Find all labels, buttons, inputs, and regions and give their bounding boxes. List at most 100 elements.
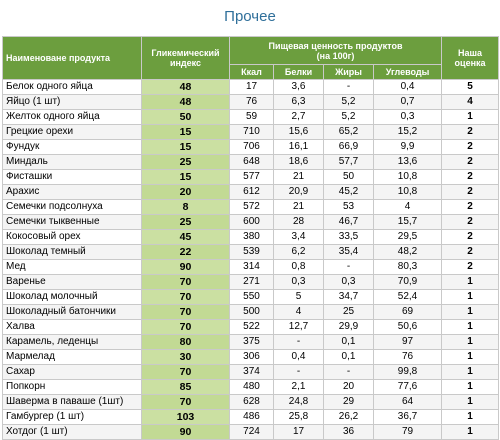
protein-cell: 3,6 xyxy=(273,79,324,95)
carbs-cell: 15,2 xyxy=(372,124,443,140)
protein-cell: 0,3 xyxy=(273,274,324,290)
carbs-cell: 29,5 xyxy=(372,229,443,245)
table-row: Арахис 20 612 20,9 45,2 10,8 2 xyxy=(2,184,500,200)
kcal-cell: 306 xyxy=(229,349,274,365)
glycemic-index-cell: 20 xyxy=(141,184,230,200)
score-cell: 2 xyxy=(441,259,500,275)
score-cell: 1 xyxy=(441,304,500,320)
glycemic-index-cell: 8 xyxy=(141,199,230,215)
carbs-cell: 9,9 xyxy=(372,139,443,155)
protein-cell: 15,6 xyxy=(273,124,324,140)
table-row: Шоколад молочный 70 550 5 34,7 52,4 1 xyxy=(2,289,500,305)
kcal-cell: 522 xyxy=(229,319,274,335)
glycemic-index-cell: 70 xyxy=(141,304,230,320)
glycemic-index-cell: 15 xyxy=(141,169,230,185)
table-row: Сахар 70 374- -99,8 1 xyxy=(2,364,500,380)
glycemic-index-cell: 70 xyxy=(141,319,230,335)
table-row: Мармелад 30 306 0,4 0,1 76 1 xyxy=(2,349,500,365)
table-row: Желток одного яйца 50 59 2,7 5,2 0,3 1 xyxy=(2,109,500,125)
score-cell: 1 xyxy=(441,334,500,350)
kcal-cell: 648 xyxy=(229,154,274,170)
fat-cell: - xyxy=(323,79,374,95)
product-name-cell: Фундук xyxy=(2,139,142,155)
product-name-cell: Грецкие орехи xyxy=(2,124,142,140)
score-cell: 5 xyxy=(441,79,500,95)
product-name-cell: Мармелад xyxy=(2,349,142,365)
carbs-cell: 10,8 xyxy=(372,184,443,200)
fat-cell: 66,9 xyxy=(323,139,374,155)
table-row: Грецкие орехи 15 710 15,6 65,2 15,2 2 xyxy=(2,124,500,140)
protein-cell: 16,1 xyxy=(273,139,324,155)
table-row: Шоколадный батончики 70 500 4 25 69 1 xyxy=(2,304,500,320)
glycemic-index-cell: 15 xyxy=(141,124,230,140)
carbs-cell: 64 xyxy=(372,394,443,410)
kcal-cell: 706 xyxy=(229,139,274,155)
carbs-cell: 97 xyxy=(372,334,443,350)
header-nutrition: Пищевая ценность продуктов (на 100г) xyxy=(228,36,443,65)
product-name-cell: Шоколад темный xyxy=(2,244,142,260)
table-row: Миндаль 25 648 18,6 57,7 13,6 2 xyxy=(2,154,500,170)
fat-cell: 26,2 xyxy=(323,409,374,425)
kcal-cell: 17 xyxy=(229,79,274,95)
fat-cell: 34,7 xyxy=(323,289,374,305)
fat-cell: 0,1 xyxy=(323,349,374,365)
header-carbs: Углеводы xyxy=(372,64,443,80)
kcal-cell: 600 xyxy=(229,214,274,230)
kcal-cell: 380 xyxy=(229,229,274,245)
glycemic-index-cell: 15 xyxy=(141,139,230,155)
table-row: Кокосовый орех 45 380 3,4 33,5 29,5 2 xyxy=(2,229,500,245)
product-name-cell: Халва xyxy=(2,319,142,335)
kcal-cell: 612 xyxy=(229,184,274,200)
carbs-cell: 0,7 xyxy=(372,94,443,110)
glycemic-index-cell: 50 xyxy=(141,109,230,125)
fat-cell: 33,5 xyxy=(323,229,374,245)
fat-cell: 25 xyxy=(323,304,374,320)
protein-cell: 6,3 xyxy=(273,94,324,110)
kcal-cell: 577 xyxy=(229,169,274,185)
carbs-cell: 48,2 xyxy=(372,244,443,260)
header-glycemic-index: Гликемический индекс xyxy=(141,36,230,80)
product-name-cell: Варенье xyxy=(2,274,142,290)
product-name-cell: Желток одного яйца xyxy=(2,109,142,125)
protein-cell: 0,8 xyxy=(273,259,324,275)
score-cell: 2 xyxy=(441,124,500,140)
kcal-cell: 724 xyxy=(229,424,274,440)
glycemic-index-cell: 85 xyxy=(141,379,230,395)
score-cell: 2 xyxy=(441,139,500,155)
score-cell: 1 xyxy=(441,274,500,290)
carbs-cell: 52,4 xyxy=(372,289,443,305)
protein-cell: 5 xyxy=(273,289,324,305)
score-cell: 1 xyxy=(441,289,500,305)
carbs-cell: 10,8 xyxy=(372,169,443,185)
glycemic-table: Наименоване продукта Гликемический индекс… xyxy=(2,36,500,440)
score-cell: 2 xyxy=(441,214,500,230)
table-body: Белок одного яйца 48 17 3,6-0,4 5 Яйцо (1 шт)… xyxy=(2,79,500,440)
fat-cell: 53 xyxy=(323,199,374,215)
product-name-cell: Сахар xyxy=(2,364,142,380)
kcal-cell: 539 xyxy=(229,244,274,260)
header-protein: Белки xyxy=(273,64,324,80)
score-cell: 2 xyxy=(441,199,500,215)
product-name-cell: Шаверма в паваше (1шт) xyxy=(2,394,142,410)
carbs-cell: 79 xyxy=(372,424,443,440)
product-name-cell: Мед xyxy=(2,259,142,275)
page-title: Прочее xyxy=(224,8,276,25)
glycemic-index-cell: 70 xyxy=(141,274,230,290)
fat-cell: 20 xyxy=(323,379,374,395)
table-row: Хотдог (1 шт) 90 724 17 36 79 1 xyxy=(2,424,500,440)
fat-cell: 0,1 xyxy=(323,334,374,350)
fat-cell: - xyxy=(323,259,374,275)
carbs-cell: 13,6 xyxy=(372,154,443,170)
kcal-cell: 480 xyxy=(229,379,274,395)
kcal-cell: 76 xyxy=(229,94,274,110)
protein-cell: 3,4 xyxy=(273,229,324,245)
fat-cell: 57,7 xyxy=(323,154,374,170)
protein-cell: 18,6 xyxy=(273,154,324,170)
glycemic-index-cell: 22 xyxy=(141,244,230,260)
fat-cell: 46,7 xyxy=(323,214,374,230)
fat-cell: 5,2 xyxy=(323,109,374,125)
score-cell: 1 xyxy=(441,424,500,440)
protein-cell: 17 xyxy=(273,424,324,440)
product-name-cell: Шоколад молочный xyxy=(2,289,142,305)
table-row: Фисташки 15 577 21 50 10,8 2 xyxy=(2,169,500,185)
